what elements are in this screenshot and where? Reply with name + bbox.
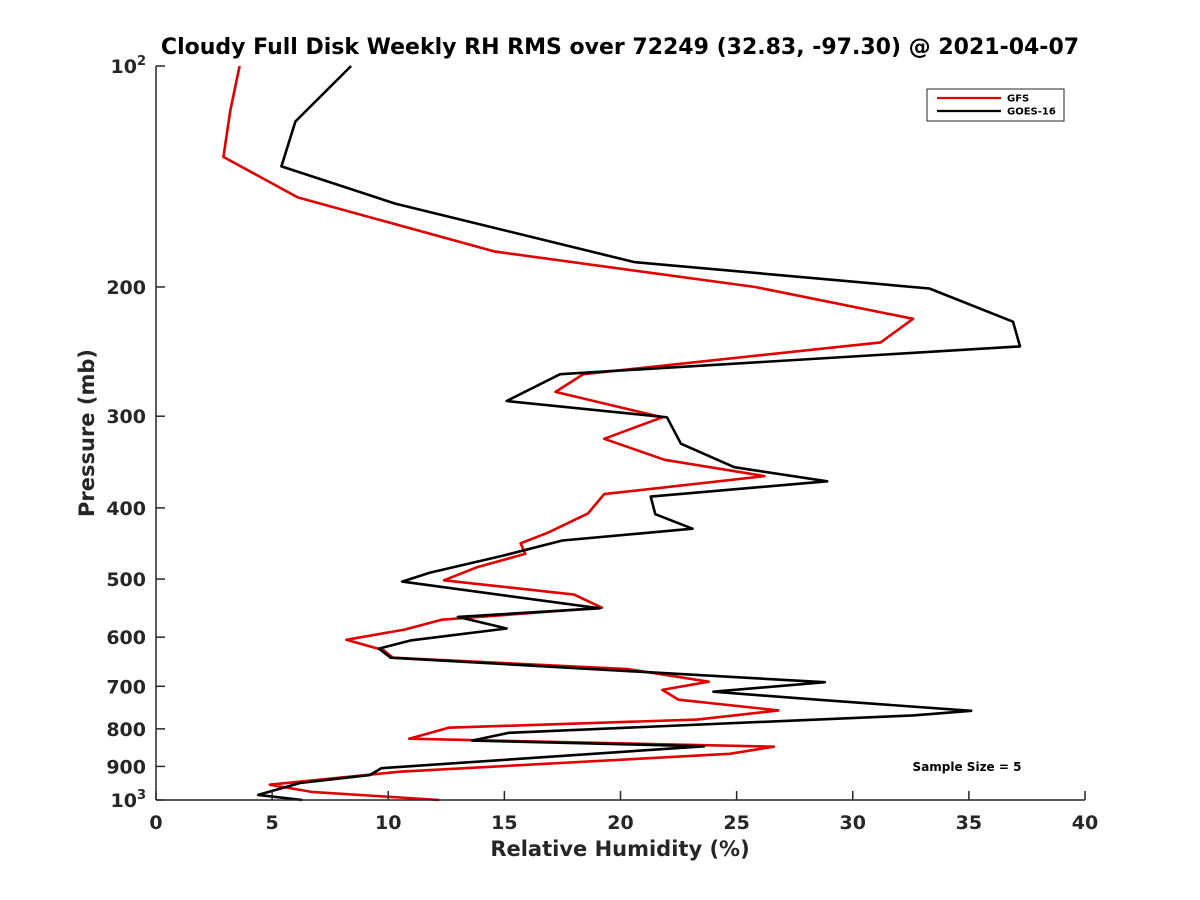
legend-label-gfs: GFS (1007, 94, 1029, 105)
y-tick-label: 200 (106, 277, 146, 299)
y-tick-label: 900 (106, 756, 146, 778)
legend-label-goes-16: GOES-16 (1007, 107, 1056, 118)
x-axis-title: Relative Humidity (%) (490, 837, 749, 861)
y-tick-label: 600 (106, 627, 146, 649)
x-tick-label: 35 (956, 812, 982, 834)
legend-box (926, 88, 1065, 122)
x-tick-label: 5 (266, 812, 279, 834)
series-line-goes-16 (256, 65, 1022, 802)
x-tick-label: 40 (1072, 812, 1098, 834)
x-tick-label: 15 (491, 812, 517, 834)
x-tick-label: 30 (840, 812, 866, 834)
sample-size-annotation: Sample Size = 5 (913, 760, 1022, 774)
x-ticks: 0 5 10 15 20 25 30 35 40 (149, 791, 1098, 834)
y-tick-label: 300 (106, 406, 146, 428)
x-tick-label: 10 (375, 812, 401, 834)
y-tick-label: 103 (111, 788, 147, 812)
series-line-gfs (222, 65, 915, 802)
y-tick-label: 800 (106, 719, 146, 741)
plot-lines (222, 65, 1022, 802)
x-tick-label: 20 (607, 812, 633, 834)
x-tick-label: 0 (149, 812, 162, 834)
x-tick-label: 25 (723, 812, 749, 834)
y-tick-label: 102 (111, 54, 147, 78)
y-tick-label: 500 (106, 569, 146, 591)
y-axis-title: Pressure (mb) (75, 349, 99, 517)
y-tick-label: 700 (106, 676, 146, 698)
legend: GFS GOES-16 (926, 88, 1065, 122)
y-tick-label: 400 (106, 498, 146, 520)
y-ticks: 102 200 300 400 500 600 700 800 900 103 (106, 54, 165, 812)
chart-title: Cloudy Full Disk Weekly RH RMS over 7224… (161, 35, 1079, 60)
